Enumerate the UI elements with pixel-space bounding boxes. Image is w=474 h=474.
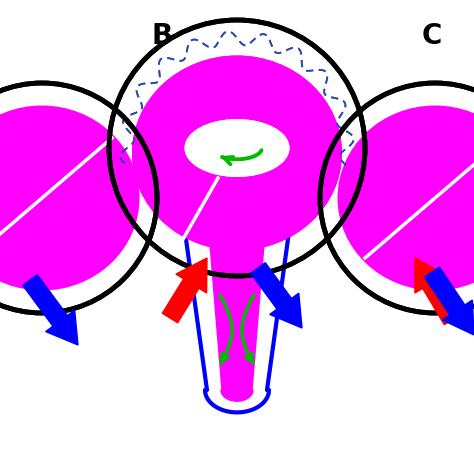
FancyArrow shape: [425, 267, 474, 335]
Text: C: C: [422, 22, 442, 50]
Ellipse shape: [132, 55, 342, 250]
Ellipse shape: [184, 119, 290, 177]
FancyArrow shape: [23, 274, 78, 345]
Polygon shape: [209, 232, 265, 401]
Ellipse shape: [184, 119, 290, 177]
FancyArrow shape: [251, 263, 302, 328]
FancyArrow shape: [162, 258, 207, 323]
Polygon shape: [185, 232, 289, 412]
Ellipse shape: [337, 106, 474, 291]
Text: B: B: [151, 22, 173, 50]
Ellipse shape: [0, 106, 139, 291]
Ellipse shape: [132, 55, 342, 250]
FancyArrow shape: [415, 258, 460, 325]
